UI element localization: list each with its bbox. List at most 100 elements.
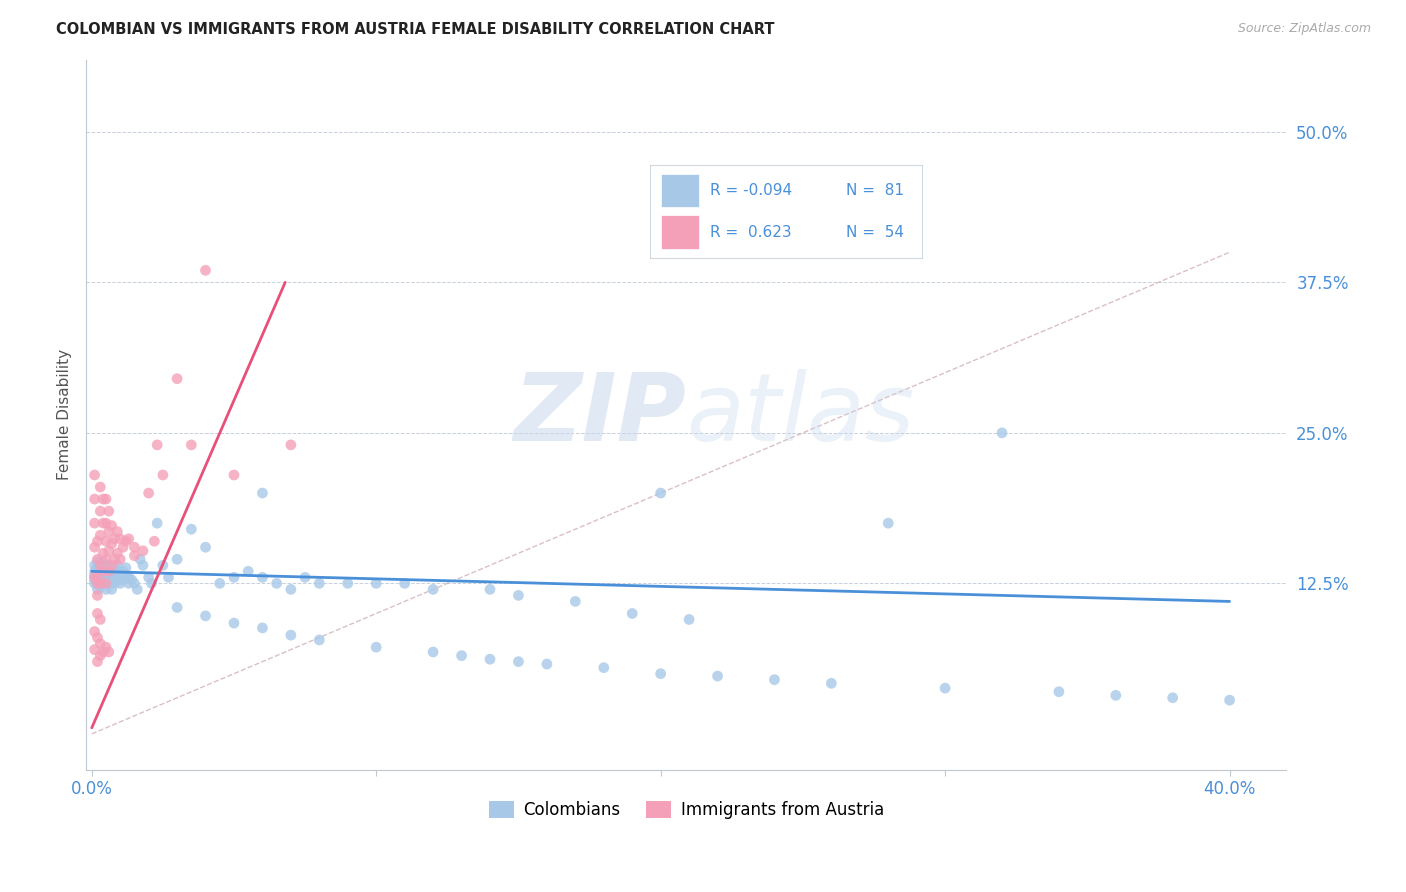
Point (108, 576, 131, 591)
Point (450, 648, 472, 663)
Point (89, 636, 111, 650)
Point (94, 576, 117, 591)
Point (86, 588, 108, 602)
Point (86, 576, 108, 591)
Point (83, 570, 105, 584)
Point (94, 565, 117, 579)
Point (208, 576, 231, 591)
Point (97, 504, 120, 518)
Point (336, 576, 359, 591)
Point (536, 657, 558, 671)
Point (103, 560, 125, 574)
Point (86, 555, 108, 569)
Point (138, 486, 160, 500)
Point (97, 565, 120, 579)
Text: R = -0.094: R = -0.094 (710, 183, 792, 198)
Point (508, 655, 530, 669)
Point (132, 544, 155, 558)
Point (91, 565, 114, 579)
Point (108, 570, 131, 584)
Point (152, 558, 174, 573)
Point (86, 607, 108, 621)
Point (678, 612, 700, 626)
Point (89, 565, 111, 579)
Point (820, 676, 842, 690)
Point (89, 558, 111, 573)
Point (94, 582, 117, 597)
Point (91, 516, 114, 531)
Point (94, 534, 117, 549)
Point (86, 573, 108, 587)
Point (621, 607, 644, 621)
Point (366, 640, 388, 655)
Point (100, 570, 122, 584)
Point (194, 541, 217, 555)
Point (89, 576, 111, 591)
Point (706, 669, 728, 683)
Point (394, 576, 416, 591)
Point (222, 570, 245, 584)
Point (91, 492, 114, 507)
Point (83, 558, 105, 573)
Point (103, 570, 125, 584)
Point (129, 552, 152, 566)
Point (1105, 689, 1128, 703)
Point (141, 576, 163, 591)
Point (118, 532, 141, 546)
Point (166, 600, 188, 615)
Text: N =  54: N = 54 (846, 225, 904, 240)
Point (86, 576, 108, 591)
Point (934, 681, 956, 695)
Point (100, 558, 122, 573)
Point (105, 524, 128, 539)
Point (280, 438, 302, 452)
Point (294, 570, 316, 584)
Point (115, 534, 138, 549)
Point (83, 573, 105, 587)
Point (422, 645, 444, 659)
Point (83, 492, 105, 507)
Point (86, 570, 108, 584)
Point (89, 612, 111, 626)
Point (83, 642, 105, 657)
Point (94, 492, 117, 507)
Point (83, 568, 105, 582)
Point (89, 573, 111, 587)
Point (115, 568, 138, 582)
Point (97, 558, 120, 573)
Legend: Colombians, Immigrants from Austria: Colombians, Immigrants from Austria (482, 794, 890, 826)
Point (86, 631, 108, 645)
Point (83, 541, 105, 555)
Point (94, 570, 117, 584)
Point (89, 648, 111, 663)
Point (650, 486, 672, 500)
Text: atlas: atlas (686, 369, 914, 460)
Point (91, 546, 114, 560)
Point (166, 372, 188, 386)
Point (91, 570, 114, 584)
FancyBboxPatch shape (661, 216, 699, 249)
Point (97, 576, 120, 591)
Point (86, 570, 108, 584)
Point (103, 532, 125, 546)
Point (103, 552, 125, 566)
Point (252, 486, 274, 500)
Point (83, 576, 105, 591)
Point (112, 573, 135, 587)
Point (146, 516, 169, 531)
Point (1161, 690, 1184, 705)
Text: Source: ZipAtlas.com: Source: ZipAtlas.com (1237, 22, 1371, 36)
Point (86, 534, 108, 549)
Text: COLOMBIAN VS IMMIGRANTS FROM AUSTRIA FEMALE DISABILITY CORRELATION CHART: COLOMBIAN VS IMMIGRANTS FROM AUSTRIA FEM… (56, 22, 775, 37)
Point (1047, 684, 1070, 698)
Point (91, 645, 114, 659)
Point (91, 556, 114, 570)
Point (763, 673, 786, 687)
Point (94, 576, 117, 591)
Point (479, 652, 502, 666)
Point (132, 558, 155, 573)
Point (97, 645, 120, 659)
Point (238, 565, 260, 579)
Point (83, 516, 105, 531)
Text: ZIP: ZIP (513, 368, 686, 461)
